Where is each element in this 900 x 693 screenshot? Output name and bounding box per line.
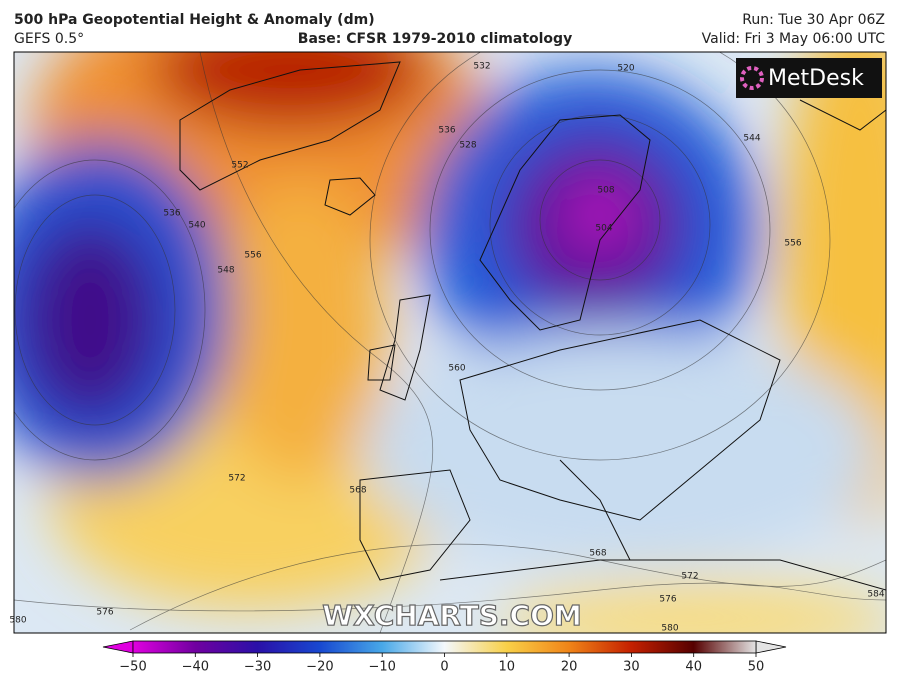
contour-labels: 532 520 536 528 552 536 540 548 556 544 556 508 504 5… — [9, 62, 884, 634]
contour-label: 556 — [244, 251, 261, 261]
colorbar: −50 −40 −30 −20 −10 0 10 20 30 40 50 — [102, 640, 787, 675]
colorbar-tick-label: −40 — [182, 660, 209, 675]
contour-label: 508 — [597, 186, 614, 196]
contour-label: 560 — [448, 364, 465, 374]
colorbar-tick-label: 40 — [685, 660, 702, 675]
valid-time: Valid: Fri 3 May 06:00 UTC — [702, 31, 886, 47]
contour-label: 540 — [188, 221, 205, 231]
colorbar-tick-label: −50 — [119, 660, 146, 675]
contour-label: 556 — [784, 239, 801, 249]
contour-label: 572 — [681, 572, 698, 582]
colorbar-gradient — [132, 640, 757, 654]
contour-label: 532 — [473, 62, 490, 72]
contour-label: 528 — [459, 141, 476, 151]
contour-label: 572 — [228, 474, 245, 484]
contour-label: 568 — [589, 549, 606, 559]
contour-label: 520 — [617, 64, 634, 74]
logo: MetDesk — [768, 66, 864, 91]
map-frame — [13, 51, 887, 634]
map-field — [14, 52, 886, 633]
watermark: WXCHARTS.COM — [322, 599, 582, 632]
contour-label: 536 — [163, 209, 180, 219]
colorbar-tick-label: 20 — [561, 660, 578, 675]
model: GEFS 0.5° — [14, 31, 84, 47]
climatology-base: Base: CFSR 1979-2010 climatology — [298, 31, 572, 47]
contour-label: 576 — [96, 608, 113, 618]
colorbar-tick-label: −30 — [244, 660, 271, 675]
colorbar-tick-label: 50 — [748, 660, 765, 675]
contour-label: 552 — [231, 161, 248, 171]
title: 500 hPa Geopotential Height & Anomaly (d… — [14, 12, 375, 28]
contour-label: 548 — [217, 266, 234, 276]
colorbar-low-arrow — [102, 640, 134, 654]
contour-label: 536 — [438, 126, 455, 136]
contour-label: 576 — [659, 595, 676, 605]
run-time: Run: Tue 30 Apr 06Z — [742, 12, 885, 28]
colorbar-high-arrow — [755, 640, 787, 654]
colorbar-tick-label: −10 — [368, 660, 395, 675]
contour-label: 568 — [349, 486, 366, 496]
contour-label: 580 — [661, 624, 678, 634]
contour-label: 544 — [743, 134, 760, 144]
contour-label: 580 — [9, 616, 26, 626]
colorbar-tick-label: −20 — [306, 660, 333, 675]
colorbar-tick-label: 0 — [440, 660, 448, 675]
contour-label: 504 — [595, 224, 612, 234]
contour-label: 584 — [867, 590, 884, 600]
logo-icon — [740, 66, 764, 90]
colorbar-tick-label: 30 — [623, 660, 640, 675]
colorbar-tick-label: 10 — [499, 660, 516, 675]
